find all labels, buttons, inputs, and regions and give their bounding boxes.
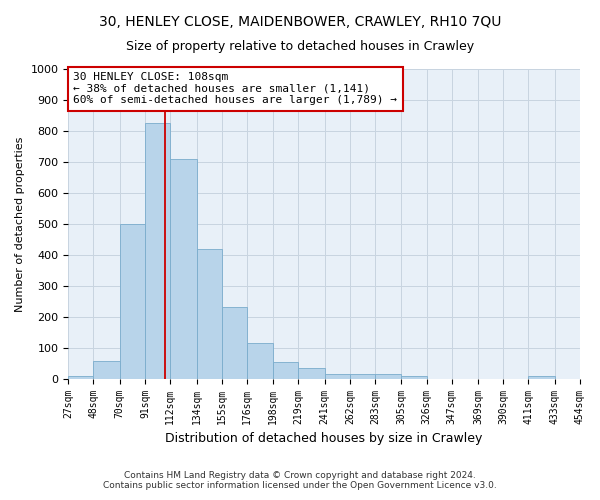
Bar (401, 376, 427, 378)
Bar (94, 361, 120, 378)
Bar (68, 376, 94, 378)
Bar (350, 374, 375, 378)
Bar (221, 308, 247, 378)
Bar (375, 374, 401, 378)
Bar (145, 123, 170, 378)
Text: 30 HENLEY CLOSE: 108sqm
← 38% of detached houses are smaller (1,141)
60% of semi: 30 HENLEY CLOSE: 108sqm ← 38% of detache… (73, 72, 397, 106)
Y-axis label: Number of detached properties: Number of detached properties (15, 136, 25, 312)
Text: Contains HM Land Registry data © Crown copyright and database right 2024.
Contai: Contains HM Land Registry data © Crown c… (103, 470, 497, 490)
Bar (170, 159, 197, 378)
Text: 30, HENLEY CLOSE, MAIDENBOWER, CRAWLEY, RH10 7QU: 30, HENLEY CLOSE, MAIDENBOWER, CRAWLEY, … (99, 15, 501, 29)
Bar (197, 249, 221, 378)
Bar (325, 374, 350, 378)
Text: Size of property relative to detached houses in Crawley: Size of property relative to detached ho… (126, 40, 474, 53)
Bar (273, 362, 298, 378)
Bar (120, 224, 145, 378)
X-axis label: Distribution of detached houses by size in Crawley: Distribution of detached houses by size … (166, 432, 483, 445)
Bar (247, 343, 273, 378)
Bar (298, 368, 325, 378)
Bar (529, 376, 555, 378)
